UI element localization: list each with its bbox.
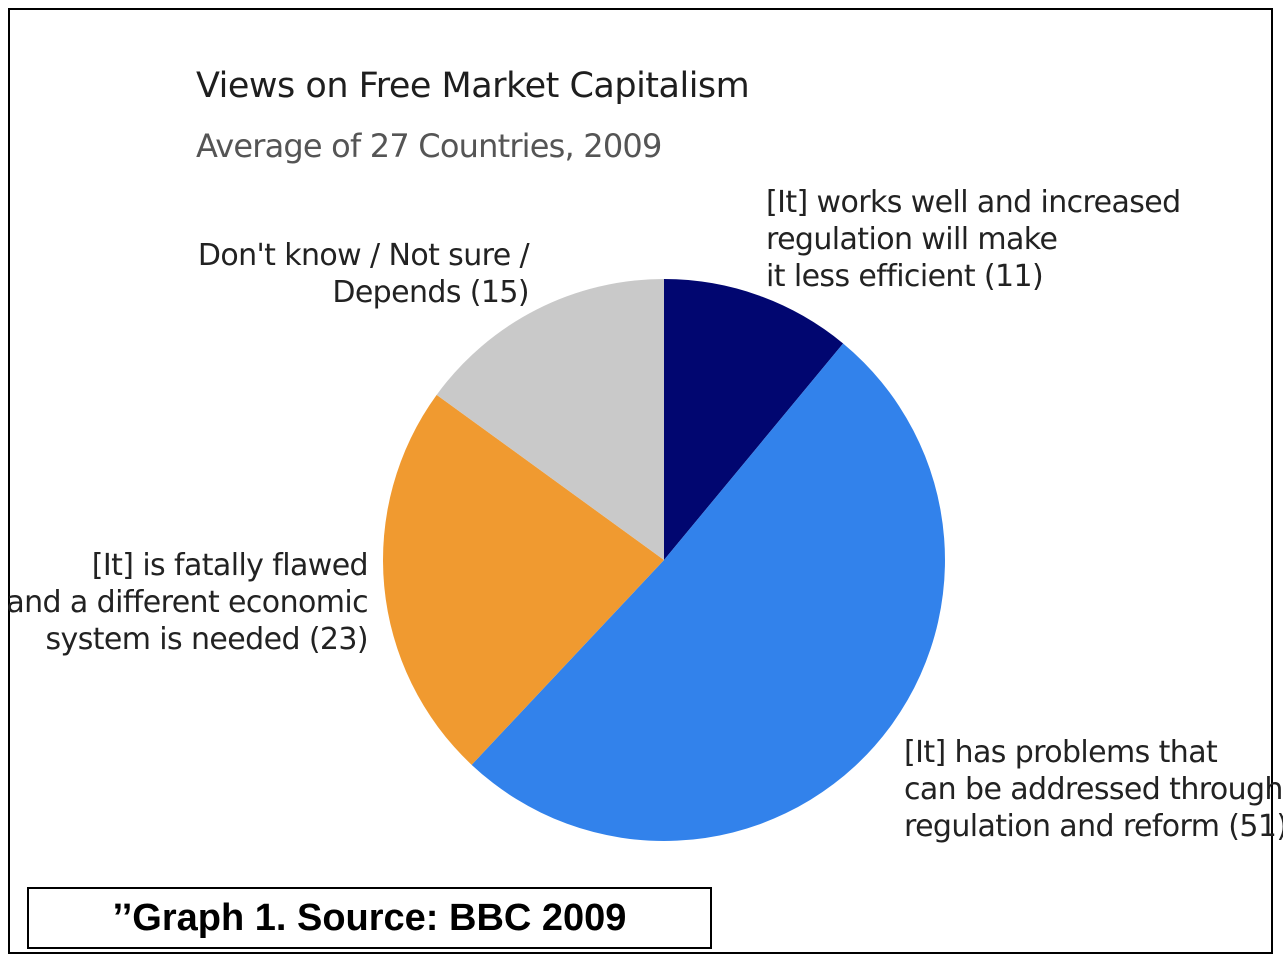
source-caption: ’’Graph 1. Source: BBC 2009 <box>27 887 712 949</box>
figure-frame <box>8 8 1273 954</box>
slice-label-4: Don't know / Not sure / Depends (15) <box>198 238 531 310</box>
slice-label-line: can be addressed through <box>904 772 1283 807</box>
slice-label-1: [It] works well and increased regulation … <box>766 185 1181 294</box>
slice-label-line: Depends (15) <box>332 275 529 310</box>
slice-label-line: Don't know / Not sure / <box>198 238 531 273</box>
slice-label-line: [It] works well and increased <box>766 185 1181 220</box>
slice-label-line: regulation and reform (51) <box>904 809 1283 844</box>
slice-label-line: system is needed (23) <box>46 622 368 657</box>
pie-slice-2 <box>471 343 945 841</box>
pie-slice-1 <box>664 279 844 560</box>
slice-label-line: [It] is fatally flawed <box>92 548 368 583</box>
slice-label-line: regulation will make <box>766 222 1057 257</box>
slice-label-3: [It] is fatally flawed and a different ec… <box>6 548 368 657</box>
pie-slice-3 <box>383 394 664 765</box>
slice-label-line: and a different economic <box>6 585 368 620</box>
chart-subtitle: Average of 27 Countries, 2009 <box>196 127 662 165</box>
chart-title: Views on Free Market Capitalism <box>196 66 750 106</box>
slice-label-line: [It] has problems that <box>904 735 1218 770</box>
pie-slice-4 <box>436 279 664 560</box>
slice-label-2: [It] has problems that can be addressed t… <box>904 735 1283 844</box>
slice-label-line: it less efficient (11) <box>766 259 1043 294</box>
